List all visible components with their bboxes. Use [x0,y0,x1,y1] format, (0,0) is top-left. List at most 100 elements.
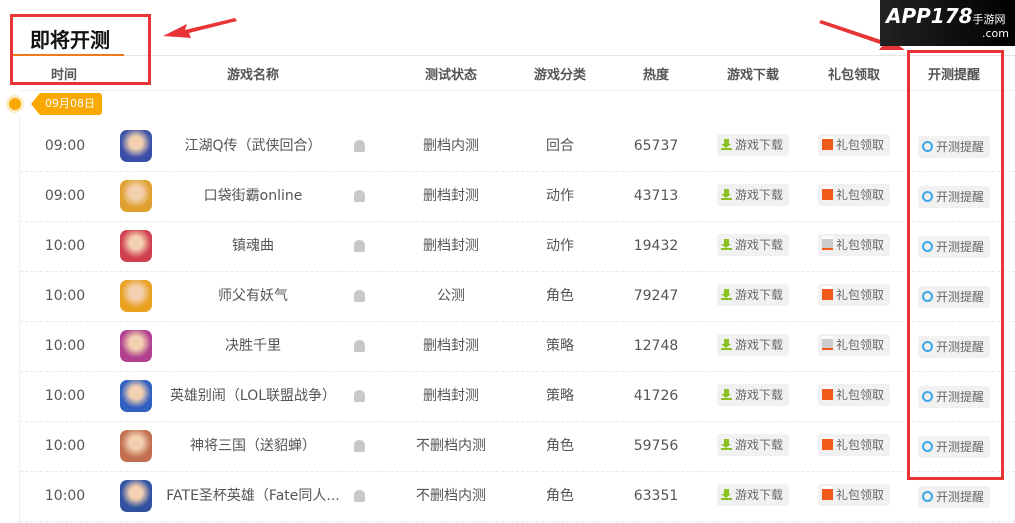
time: 09:00 [44,138,86,154]
gift-icon [821,386,833,400]
download-icon [720,389,732,400]
game-name[interactable]: 镇魂曲 [232,238,274,254]
android-icon [354,440,365,452]
table-row: 09:00 口袋街霸online 删档封测 动作 43713 游戏下载 礼包领取… [20,171,1015,222]
game-name[interactable]: 神将三国（送貂蝉） [190,438,316,454]
arrow-icon [163,18,237,38]
gift-button[interactable]: 礼包领取 [817,184,891,206]
check-icon [921,341,933,352]
android-icon [354,340,365,352]
game-name[interactable]: 英雄别闹（LOL联盟战争） [169,388,337,404]
gift-button[interactable]: 礼包领取 [817,434,891,456]
android-icon [354,390,365,402]
heat: 12748 [633,338,679,354]
time: 10:00 [44,438,86,454]
check-icon [921,141,933,152]
time: 10:00 [44,338,86,354]
download-button[interactable]: 游戏下载 [716,184,790,206]
android-icon [354,490,365,502]
download-button[interactable]: 游戏下载 [716,334,790,356]
remind-button[interactable]: 开测提醒 [917,236,991,258]
column-header-remind: 开测提醒 [927,68,981,83]
gift-button[interactable]: 礼包领取 [817,484,891,506]
heat: 79247 [633,288,679,304]
time: 10:00 [44,288,86,304]
table-row: 10:00 英雄别闹（LOL联盟战争） 删档封测 策略 41726 游戏下载 礼… [20,371,1015,422]
divider [124,55,1015,56]
category: 角色 [546,438,574,454]
game-name[interactable]: 决胜千里 [225,338,281,354]
column-header-time: 时间 [50,68,78,83]
download-button[interactable]: 游戏下载 [716,284,790,306]
time: 10:00 [44,388,86,404]
highlight-box-remind [907,50,1004,480]
heat: 65737 [633,138,679,154]
category: 策略 [546,338,574,354]
check-icon [921,491,933,502]
game-icon[interactable] [120,280,152,312]
remind-button[interactable]: 开测提醒 [917,486,991,508]
download-button[interactable]: 游戏下载 [716,484,790,506]
test-status: 公测 [437,288,465,304]
game-icon[interactable] [120,130,152,162]
category: 角色 [546,488,574,504]
table-row: 10:00 师父有妖气 公测 角色 79247 游戏下载 礼包领取 开测提醒 [20,271,1015,322]
table-row: 10:00 镇魂曲 删档封测 动作 19432 游戏下载 礼包领取 开测提醒 [20,221,1015,272]
category: 策略 [546,388,574,404]
check-icon [921,241,933,252]
download-button[interactable]: 游戏下载 [716,134,790,156]
remind-button[interactable]: 开测提醒 [917,286,991,308]
category: 动作 [546,238,574,254]
title-underline [12,54,124,56]
game-name[interactable]: 江湖Q传（武侠回合） [184,138,322,154]
table-row: 10:00 决胜千里 删档封测 策略 12748 游戏下载 礼包领取 开测提醒 [20,321,1015,372]
heat: 59756 [633,438,679,454]
gift-button[interactable]: 礼包领取 [817,284,891,306]
android-icon [354,190,365,202]
heat: 43713 [633,188,679,204]
game-icon[interactable] [120,230,152,262]
table-row: 10:00 神将三国（送貂蝉） 不删档内测 角色 59756 游戏下载 礼包领取… [20,421,1015,472]
download-icon [720,239,732,250]
column-header-test-status: 测试状态 [424,68,478,83]
gift-icon [821,136,833,150]
timeline-line [19,115,20,523]
download-icon [720,489,732,500]
game-name[interactable]: FATE圣杯英雄（Fate同人... [166,488,340,504]
remind-button[interactable]: 开测提醒 [917,136,991,158]
gift-icon [821,286,833,300]
android-icon [354,240,365,252]
game-name[interactable]: 口袋街霸online [203,188,303,204]
column-header-game-name: 游戏名称 [226,68,280,83]
game-icon[interactable] [120,480,152,512]
test-status: 不删档内测 [416,488,486,504]
time: 10:00 [44,488,86,504]
remind-button[interactable]: 开测提醒 [917,186,991,208]
game-icon[interactable] [120,430,152,462]
column-header-category: 游戏分类 [533,68,587,83]
remind-button[interactable]: 开测提醒 [917,386,991,408]
gift-icon [821,236,833,250]
game-name[interactable]: 师父有妖气 [218,288,288,304]
android-icon [354,140,365,152]
gift-button[interactable]: 礼包领取 [817,384,891,406]
game-icon[interactable] [120,180,152,212]
table-row: 10:00 FATE圣杯英雄（Fate同人... 不删档内测 角色 63351 … [20,471,1015,522]
gift-button: 礼包领取 [817,234,891,256]
game-icon[interactable] [120,330,152,362]
highlight-box-title [10,14,151,85]
check-icon [921,191,933,202]
game-icon[interactable] [120,380,152,412]
download-button[interactable]: 游戏下载 [716,384,790,406]
remind-button[interactable]: 开测提醒 [917,336,991,358]
gift-icon [821,486,833,500]
gift-button: 礼包领取 [817,334,891,356]
test-status: 删档封测 [423,388,479,404]
test-status: 不删档内测 [416,438,486,454]
download-icon [720,289,732,300]
download-button[interactable]: 游戏下载 [716,234,790,256]
remind-button[interactable]: 开测提醒 [917,436,991,458]
gift-button[interactable]: 礼包领取 [817,134,891,156]
category: 角色 [546,288,574,304]
download-button[interactable]: 游戏下载 [716,434,790,456]
